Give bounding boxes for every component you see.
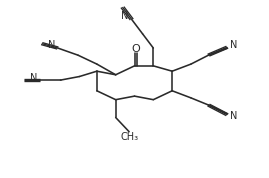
Text: CH₃: CH₃: [120, 132, 138, 142]
Text: N: N: [230, 40, 237, 50]
Text: N: N: [121, 11, 129, 21]
Text: O: O: [132, 44, 140, 54]
Text: N: N: [48, 40, 55, 50]
Text: N: N: [30, 73, 37, 83]
Text: N: N: [230, 111, 237, 121]
